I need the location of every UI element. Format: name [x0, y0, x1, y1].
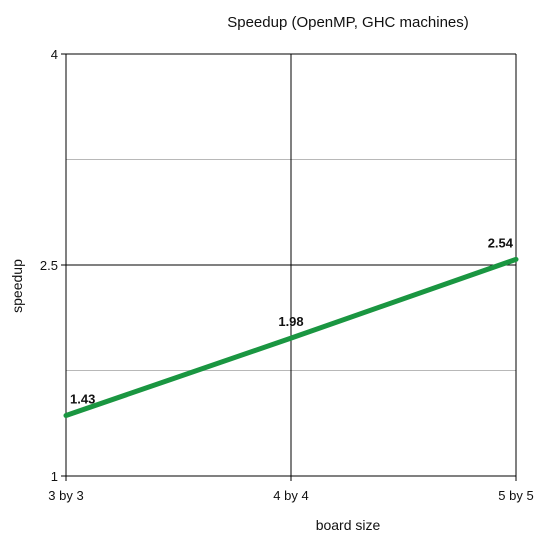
- gridlines: [65, 53, 517, 477]
- axes: [61, 53, 517, 481]
- y-tick-label: 2.5: [40, 258, 58, 273]
- data-label: 1.43: [70, 392, 95, 407]
- x-tick-label: 5 by 5: [498, 488, 533, 503]
- y-tick-label: 4: [51, 47, 58, 62]
- data-labels: 1.43 1.98 2.54: [70, 235, 514, 406]
- series-layer: [63, 256, 519, 419]
- speedup-line: [63, 256, 519, 419]
- data-label: 1.98: [278, 314, 303, 329]
- chart-title: Speedup (OpenMP, GHC machines): [227, 14, 469, 31]
- x-tick-label: 4 by 4: [273, 488, 308, 503]
- x-axis-label: board size: [316, 517, 381, 533]
- y-tick-label: 1: [51, 469, 58, 484]
- data-label: 2.54: [488, 235, 514, 250]
- x-tick-label: 3 by 3: [48, 488, 83, 503]
- y-axis-label: speedup: [9, 259, 25, 313]
